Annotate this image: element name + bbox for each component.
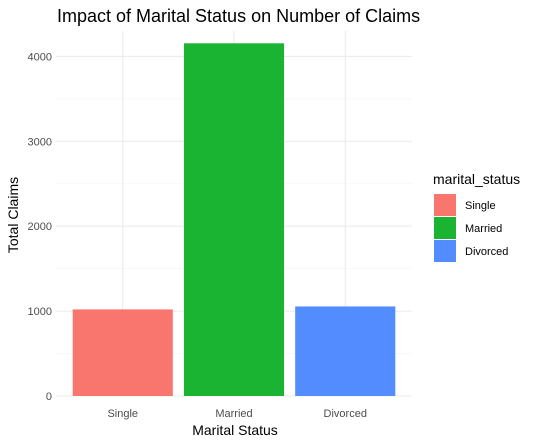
legend-swatch-married [434,217,456,239]
y-tick-label: 4000 [28,51,52,63]
y-tick-label: 0 [46,391,52,403]
bars [72,43,396,397]
y-tick-label: 1000 [28,306,52,318]
y-tick-label: 2000 [28,221,52,233]
legend-label-divorced: Divorced [465,246,508,258]
x-tick-label: Divorced [324,408,367,420]
x-tick-label: Single [107,408,138,420]
x-axis-title: Marital Status [192,422,278,438]
legend-label-single: Single [465,200,496,212]
x-axis-ticks: Single Married Divorced [107,408,366,420]
bar-divorced [295,306,396,396]
y-axis-title: Total Claims [5,177,21,253]
y-tick-label: 3000 [28,136,52,148]
bar-married [183,43,285,397]
legend: marital_status Single Married Divorced [433,171,520,262]
legend-swatch-divorced [434,240,456,262]
bar-single [72,309,173,396]
legend-swatch-single [434,194,456,216]
y-axis-ticks: 0 1000 2000 3000 4000 [28,51,52,403]
x-tick-label: Married [215,408,252,420]
legend-label-married: Married [465,223,502,235]
chart-title: Impact of Marital Status on Number of Cl… [57,6,420,26]
legend-title: marital_status [433,171,520,187]
